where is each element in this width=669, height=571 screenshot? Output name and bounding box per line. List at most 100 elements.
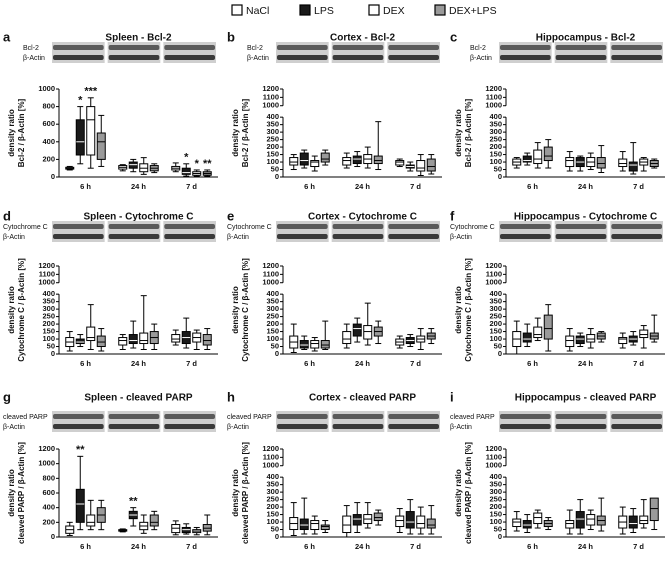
y-axis-label: cleaved PARP / β-Actin [%] (464, 442, 473, 544)
y-axis-label: density ratio (231, 286, 240, 334)
y-tick-label: 1100 (263, 92, 279, 101)
y-tick-label: 0 (498, 349, 502, 358)
y-axis-label: density ratio (454, 286, 463, 334)
x-tick-label: 24 h (131, 182, 146, 191)
blot-band (53, 224, 104, 229)
y-tick-label: 800 (42, 102, 55, 111)
box (310, 160, 320, 168)
blot-label: β-Actin (450, 424, 472, 431)
y-tick-label: 150 (266, 150, 279, 159)
box (86, 514, 96, 527)
box (181, 167, 191, 175)
box (512, 518, 522, 528)
blot-band (500, 234, 551, 239)
blot-band (164, 414, 215, 419)
y-tick-label: 100 (42, 334, 55, 343)
y-tick-label: 1100 (39, 269, 55, 278)
y-tick-label: 50 (47, 342, 55, 351)
blot-band (555, 414, 607, 419)
box (75, 338, 85, 345)
box (533, 149, 543, 165)
y-tick-label: 1100 (263, 269, 279, 278)
box (373, 155, 383, 165)
blot-band (388, 234, 439, 239)
box (320, 152, 330, 163)
y-tick-label: 600 (42, 488, 55, 497)
legend-label: LPS (314, 5, 334, 17)
y-tick-label: 1000 (38, 278, 55, 287)
blot-label: β-Actin (227, 424, 249, 431)
blot-band (611, 45, 662, 50)
y-tick-label: 250 (489, 495, 502, 504)
box (543, 314, 553, 340)
y-tick-label: 250 (266, 135, 279, 144)
y-tick-label: 200 (489, 319, 502, 328)
y-tick-label: 100 (489, 517, 502, 526)
significance: * (195, 158, 200, 170)
y-axis-label: density ratio (231, 109, 240, 157)
x-tick-label: 6 h (80, 542, 91, 551)
x-tick-label: 7 d (633, 542, 644, 551)
blot-band (108, 424, 160, 429)
box (426, 518, 436, 529)
blot-band (555, 55, 607, 60)
y-tick-label: 1200 (262, 84, 279, 93)
y-tick-label: 300 (42, 304, 55, 313)
y-tick-label: 300 (489, 127, 502, 136)
box (299, 152, 309, 166)
y-tick-label: 150 (42, 327, 55, 336)
y-tick-label: 1000 (485, 278, 502, 287)
blot-band (108, 45, 160, 50)
y-tick-label: 0 (275, 172, 279, 181)
y-axis-label: cleaved PARP / β-Actin [%] (17, 442, 26, 544)
y-tick-label: 0 (51, 532, 55, 541)
box (139, 332, 149, 345)
box (628, 515, 638, 529)
box (522, 155, 532, 163)
blot-label: Bcl-2 (23, 45, 39, 52)
blot-label: cleaved PARP (227, 414, 272, 421)
blot-band (164, 234, 215, 239)
blot-band (277, 234, 328, 239)
x-tick-label: 24 h (578, 542, 593, 551)
y-axis-label: density ratio (454, 469, 463, 517)
y-tick-label: 150 (489, 327, 502, 336)
x-tick-label: 7 d (410, 182, 421, 191)
y-tick-label: 1000 (38, 459, 55, 468)
legend-label: DEX+LPS (449, 5, 497, 17)
x-tick-label: 24 h (131, 542, 146, 551)
panel-title: Hippocampus - Bcl-2 (536, 33, 636, 44)
y-tick-label: 400 (489, 289, 502, 298)
y-tick-label: 350 (266, 480, 279, 489)
box (342, 157, 352, 166)
blot-band (555, 224, 607, 229)
y-tick-label: 1000 (262, 101, 279, 110)
significance: ** (129, 496, 138, 508)
blot-band (611, 414, 662, 419)
blot-band (277, 45, 328, 50)
box (565, 157, 575, 168)
y-tick-label: 1100 (486, 92, 502, 101)
y-axis-label: density ratio (7, 109, 16, 157)
legend-label: DEX (383, 5, 405, 17)
y-tick-label: 1200 (262, 261, 279, 270)
blot-band (500, 424, 551, 429)
blot-band (332, 234, 384, 239)
y-tick-label: 200 (489, 142, 502, 151)
y-tick-label: 100 (489, 334, 502, 343)
y-tick-label: 0 (51, 172, 55, 181)
x-tick-label: 24 h (578, 182, 593, 191)
x-tick-label: 24 h (578, 359, 593, 368)
box (149, 514, 159, 527)
blot-label: Bcl-2 (470, 45, 486, 52)
y-tick-label: 100 (266, 334, 279, 343)
x-tick-label: 24 h (131, 359, 146, 368)
y-tick-label: 200 (266, 319, 279, 328)
y-tick-label: 0 (498, 532, 502, 541)
box (299, 518, 309, 531)
blot-band (332, 45, 384, 50)
x-tick-label: 6 h (304, 182, 315, 191)
x-tick-label: 7 d (410, 542, 421, 551)
y-tick-label: 150 (489, 510, 502, 519)
x-tick-label: 7 d (633, 182, 644, 191)
